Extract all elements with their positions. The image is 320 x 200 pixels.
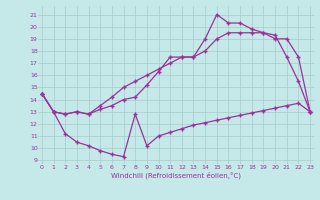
X-axis label: Windchill (Refroidissement éolien,°C): Windchill (Refroidissement éolien,°C) xyxy=(111,172,241,179)
